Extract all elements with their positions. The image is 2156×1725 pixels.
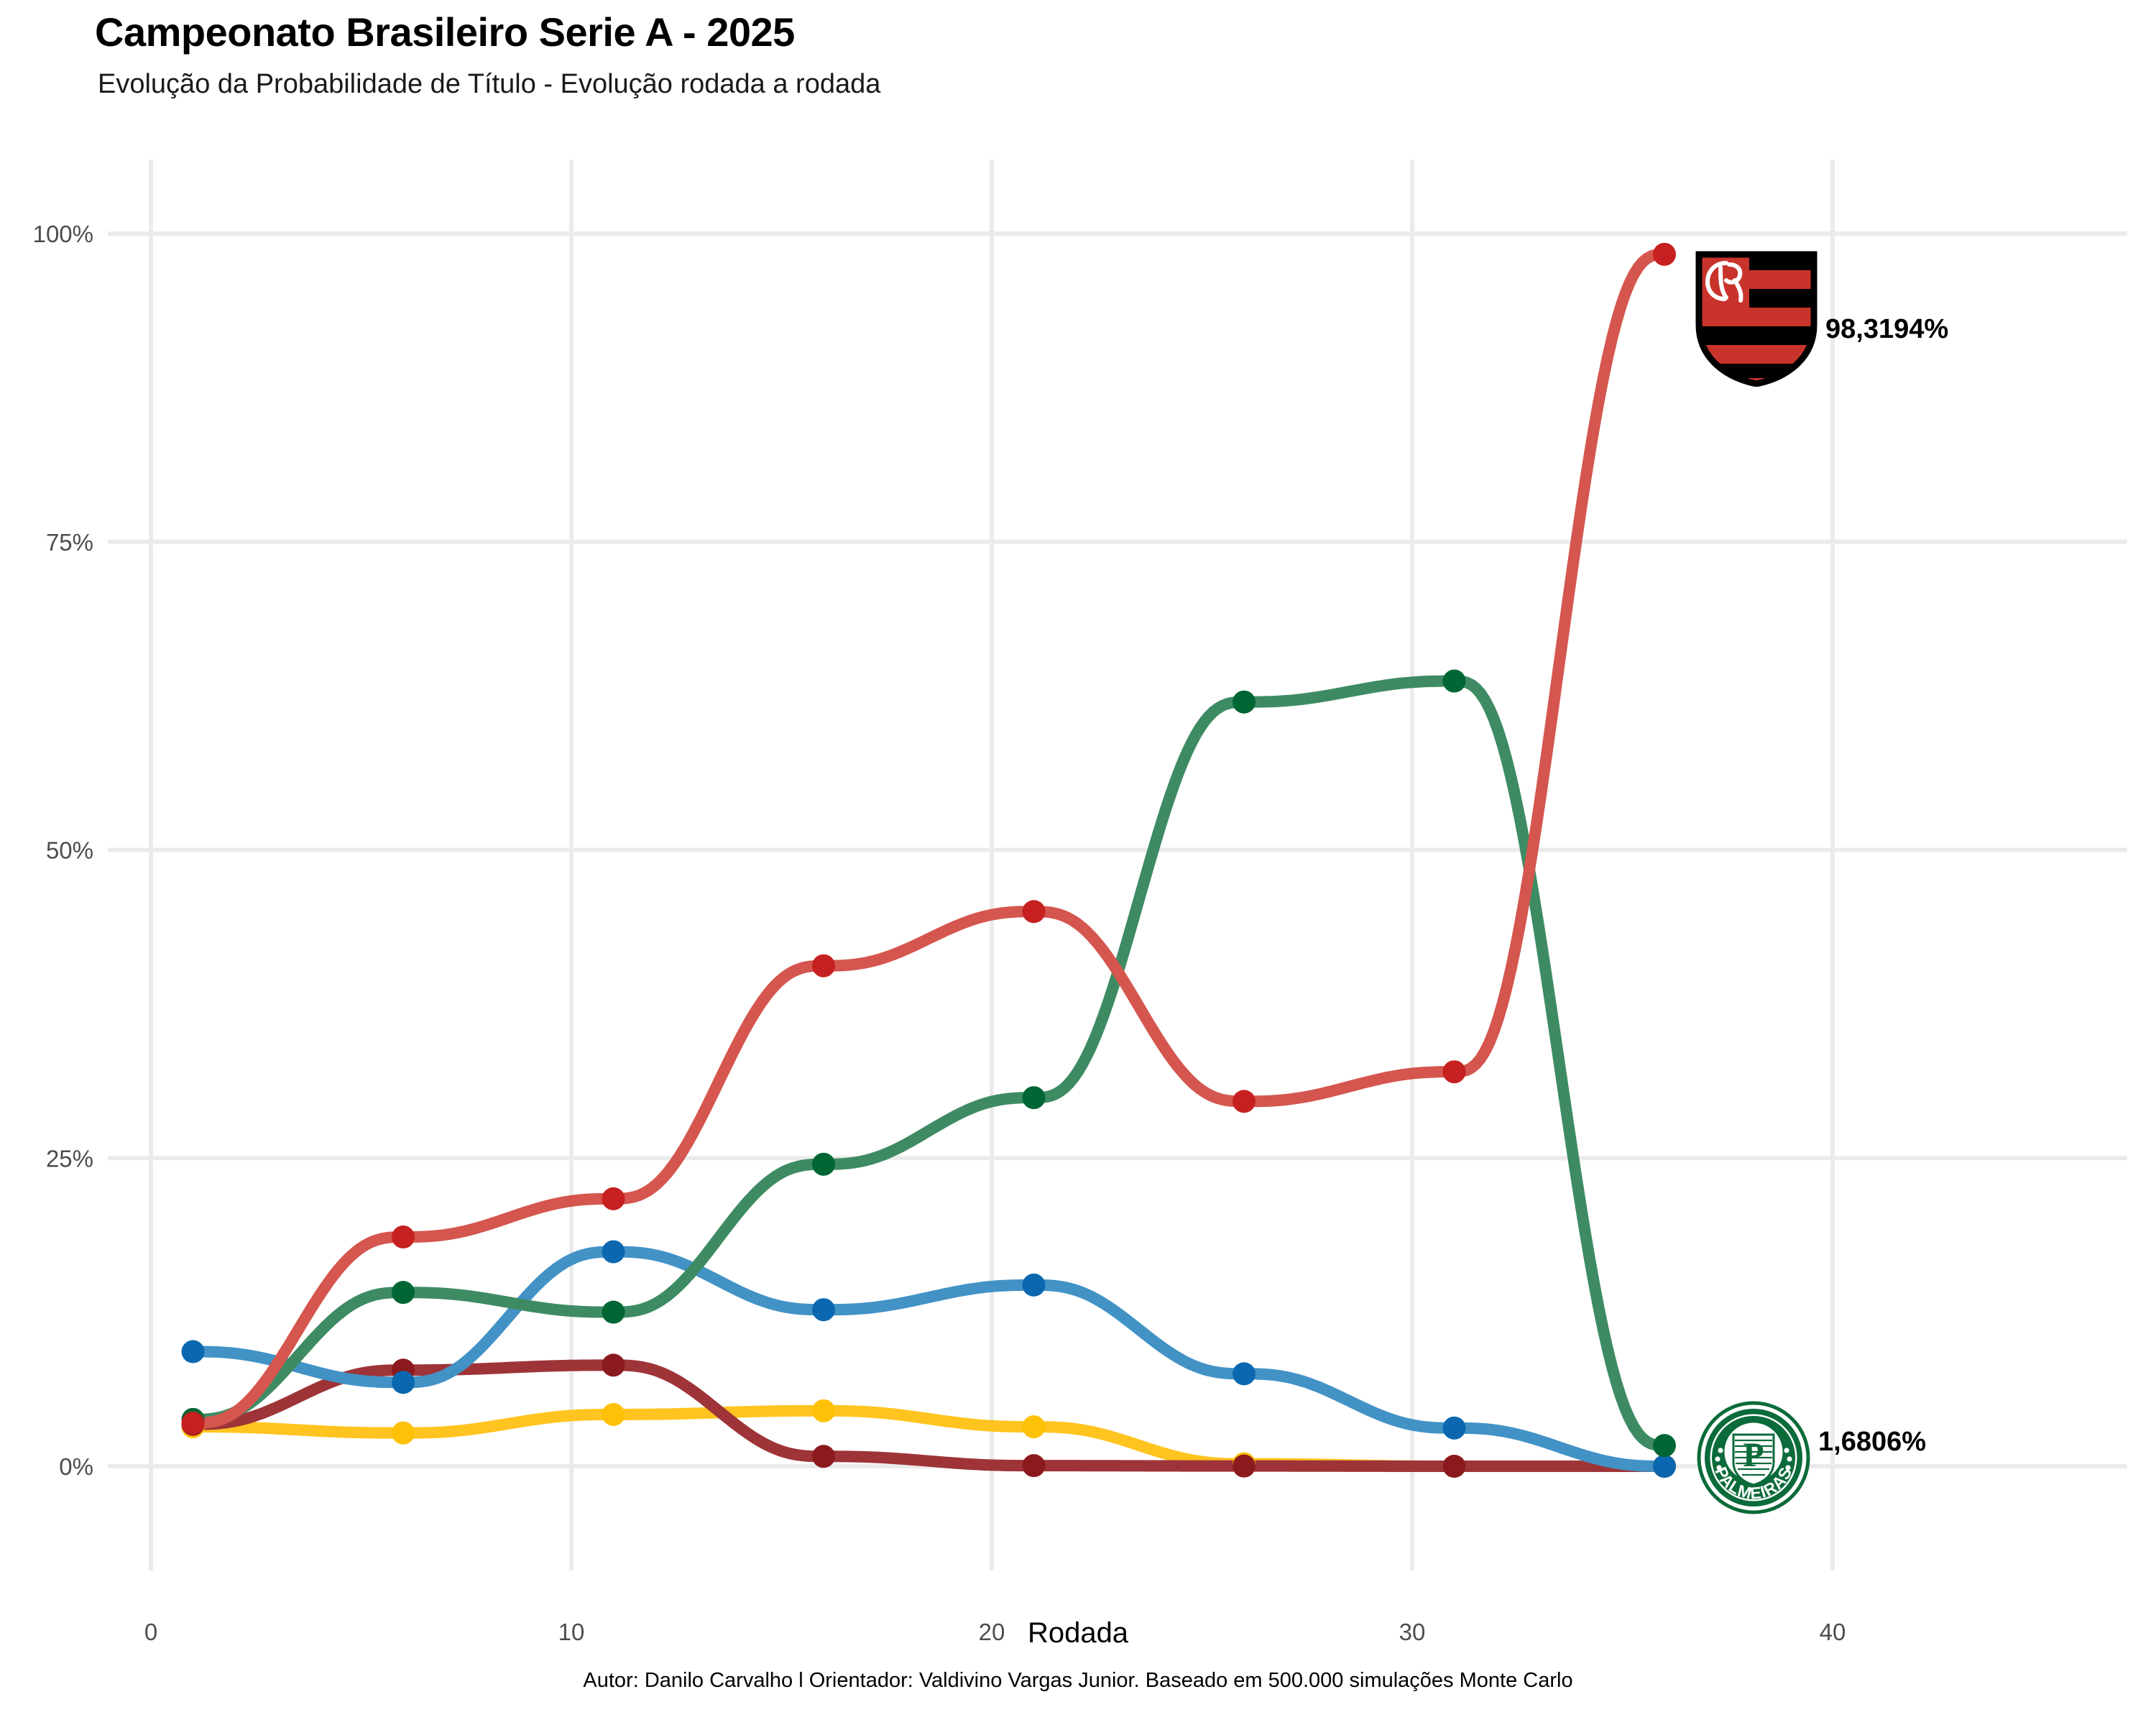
series-lines: [187, 248, 1670, 1472]
x-axis-tick-label: 40: [1820, 1619, 1846, 1645]
data-point-bahia: [812, 1399, 835, 1422]
x-axis-tick-label: 20: [979, 1619, 1005, 1645]
data-point-palmeiras: [812, 1152, 835, 1176]
palmeiras-probability-label: 1,6806%: [1818, 1427, 1927, 1457]
y-axis-tick-label: 25%: [46, 1145, 93, 1172]
data-point-flamengo: [1233, 1090, 1256, 1113]
data-point-flamengo: [181, 1411, 205, 1435]
data-point-cruzeiro: [812, 1298, 835, 1322]
data-point-mirassol: [1022, 1454, 1046, 1478]
data-point-palmeiras: [1233, 690, 1256, 714]
data-point-flamengo: [602, 1187, 625, 1210]
series-points: [181, 242, 1676, 1478]
data-point-palmeiras: [392, 1281, 415, 1305]
series-line-palmeiras: [187, 675, 1670, 1452]
x-axis-tick-label: 10: [558, 1619, 585, 1645]
data-point-palmeiras: [1442, 669, 1466, 693]
data-point-palmeiras: [1653, 1434, 1676, 1458]
data-point-flamengo: [392, 1225, 415, 1249]
chart-subtitle: Evolução da Probabilidade de Título - Ev…: [98, 69, 881, 99]
data-point-cruzeiro: [181, 1340, 205, 1363]
data-point-bahia: [1022, 1415, 1046, 1439]
page-title: Campeonato Brasileiro Serie A - 2025: [95, 9, 795, 55]
y-axis-tick-label: 100%: [33, 221, 93, 247]
y-axis-tick-label: 0%: [59, 1453, 93, 1480]
data-point-flamengo: [1442, 1060, 1466, 1084]
x-axis-tick-label: 0: [144, 1619, 157, 1645]
data-point-mirassol: [602, 1353, 625, 1377]
svg-text:P: P: [1743, 1436, 1764, 1474]
flamengo-probability-label: 98,3194%: [1825, 314, 1949, 344]
series-line-cruzeiro: [187, 1246, 1670, 1472]
data-point-palmeiras: [1022, 1086, 1046, 1110]
data-point-cruzeiro: [1653, 1455, 1676, 1478]
data-point-mirassol: [812, 1445, 835, 1468]
y-axis-tick-label: 50%: [46, 837, 93, 864]
x-axis-tick-label: 30: [1399, 1619, 1426, 1645]
data-point-palmeiras: [602, 1300, 625, 1324]
grid-lines: [108, 160, 2127, 1570]
series-line-flamengo: [187, 248, 1670, 1429]
data-point-flamengo: [1653, 242, 1676, 266]
data-point-flamengo: [812, 954, 835, 978]
x-axis-title: Rodada: [1027, 1617, 1129, 1649]
data-point-mirassol: [1233, 1454, 1256, 1478]
flamengo-badge-icon: [1695, 250, 1818, 387]
data-point-flamengo: [1022, 900, 1046, 924]
axis-tick-labels: 0% 25% 50% 75% 100% 0 10 20 30 40: [33, 221, 1846, 1645]
palmeiras-badge-icon: P PALMEIRAS: [1696, 1400, 1811, 1515]
data-point-cruzeiro: [1442, 1416, 1466, 1440]
data-point-mirassol: [1442, 1455, 1466, 1478]
y-axis-tick-label: 75%: [46, 529, 93, 556]
data-point-bahia: [392, 1421, 415, 1445]
data-point-bahia: [602, 1402, 625, 1426]
data-point-cruzeiro: [392, 1371, 415, 1394]
series-line-mirassol: [187, 1359, 1670, 1472]
chart-caption: Autor: Danilo Carvalho l Orientador: Val…: [583, 1669, 1573, 1692]
data-point-cruzeiro: [602, 1240, 625, 1264]
data-point-cruzeiro: [1233, 1362, 1256, 1386]
data-point-cruzeiro: [1022, 1273, 1046, 1297]
